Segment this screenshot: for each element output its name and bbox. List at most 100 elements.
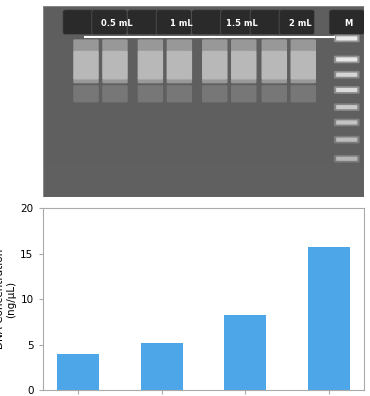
Bar	[43, 173, 364, 178]
Bar	[43, 183, 364, 187]
FancyBboxPatch shape	[290, 85, 316, 103]
Bar	[43, 178, 364, 183]
Text: B: B	[15, 356, 28, 374]
Bar	[43, 120, 364, 125]
Bar	[224, 314, 266, 390]
FancyBboxPatch shape	[156, 10, 192, 34]
FancyBboxPatch shape	[250, 10, 286, 34]
Bar	[43, 34, 364, 39]
FancyBboxPatch shape	[73, 39, 99, 83]
FancyBboxPatch shape	[73, 51, 99, 80]
Bar	[43, 49, 364, 54]
FancyBboxPatch shape	[73, 85, 99, 103]
Text: 1.5 mL: 1.5 mL	[226, 19, 258, 28]
Bar	[43, 78, 364, 82]
Bar	[43, 39, 364, 44]
Bar	[43, 97, 364, 101]
FancyBboxPatch shape	[336, 88, 357, 92]
Bar	[43, 11, 364, 15]
Bar	[43, 192, 364, 197]
FancyBboxPatch shape	[336, 157, 357, 161]
Bar	[43, 15, 364, 20]
Bar	[43, 6, 364, 11]
FancyBboxPatch shape	[334, 55, 360, 63]
FancyBboxPatch shape	[92, 10, 127, 34]
FancyBboxPatch shape	[262, 85, 287, 103]
FancyBboxPatch shape	[334, 136, 360, 143]
Bar	[43, 82, 364, 87]
FancyBboxPatch shape	[63, 10, 98, 34]
Bar	[308, 247, 350, 390]
FancyBboxPatch shape	[138, 39, 163, 83]
Bar	[43, 187, 364, 192]
FancyBboxPatch shape	[336, 105, 357, 109]
Y-axis label: DNA Concentration
(ng/μL): DNA Concentration (ng/μL)	[0, 249, 16, 349]
FancyBboxPatch shape	[334, 71, 360, 78]
FancyBboxPatch shape	[290, 51, 316, 80]
Bar	[43, 149, 364, 154]
FancyBboxPatch shape	[262, 51, 287, 80]
Bar	[43, 106, 364, 111]
Bar	[43, 20, 364, 25]
Bar	[43, 73, 364, 78]
FancyBboxPatch shape	[279, 10, 314, 34]
Bar	[43, 135, 364, 140]
FancyBboxPatch shape	[231, 85, 256, 103]
Bar	[43, 125, 364, 130]
Bar	[43, 145, 364, 149]
Bar	[141, 343, 183, 390]
FancyBboxPatch shape	[329, 10, 364, 34]
Bar	[43, 164, 364, 168]
Text: 1 mL: 1 mL	[170, 19, 192, 28]
Bar	[43, 159, 364, 164]
Bar	[43, 25, 364, 30]
FancyBboxPatch shape	[202, 85, 228, 103]
Bar	[43, 154, 364, 159]
FancyBboxPatch shape	[336, 120, 357, 125]
FancyBboxPatch shape	[334, 34, 360, 42]
Text: M: M	[344, 19, 353, 28]
FancyBboxPatch shape	[334, 86, 360, 94]
FancyBboxPatch shape	[166, 51, 192, 80]
FancyBboxPatch shape	[221, 10, 256, 34]
FancyBboxPatch shape	[138, 51, 163, 80]
FancyBboxPatch shape	[336, 137, 357, 142]
FancyBboxPatch shape	[102, 85, 128, 103]
Text: 2 mL: 2 mL	[289, 19, 312, 28]
FancyBboxPatch shape	[202, 51, 228, 80]
Bar	[43, 54, 364, 59]
FancyBboxPatch shape	[138, 85, 163, 103]
Bar	[43, 101, 364, 106]
FancyBboxPatch shape	[290, 39, 316, 83]
Bar	[43, 130, 364, 135]
Bar	[43, 63, 364, 68]
Bar	[43, 140, 364, 145]
FancyBboxPatch shape	[102, 39, 128, 83]
Bar	[43, 68, 364, 73]
Bar	[43, 30, 364, 34]
FancyBboxPatch shape	[231, 39, 256, 83]
Bar	[43, 116, 364, 120]
FancyBboxPatch shape	[334, 155, 360, 163]
Bar	[43, 59, 364, 63]
FancyBboxPatch shape	[166, 85, 192, 103]
FancyBboxPatch shape	[127, 10, 163, 34]
FancyBboxPatch shape	[202, 39, 228, 83]
FancyBboxPatch shape	[166, 39, 192, 83]
Text: 0.5 mL: 0.5 mL	[101, 19, 132, 28]
Bar	[57, 354, 99, 390]
FancyBboxPatch shape	[334, 103, 360, 111]
Bar	[43, 87, 364, 92]
Bar	[43, 44, 364, 49]
FancyBboxPatch shape	[231, 51, 256, 80]
FancyBboxPatch shape	[336, 57, 357, 61]
FancyBboxPatch shape	[336, 36, 357, 40]
FancyBboxPatch shape	[262, 39, 287, 83]
FancyBboxPatch shape	[334, 119, 360, 126]
FancyBboxPatch shape	[102, 51, 128, 80]
FancyBboxPatch shape	[192, 10, 227, 34]
Bar	[43, 92, 364, 97]
FancyBboxPatch shape	[336, 72, 357, 77]
Bar	[43, 111, 364, 116]
Text: A: A	[15, 158, 28, 176]
